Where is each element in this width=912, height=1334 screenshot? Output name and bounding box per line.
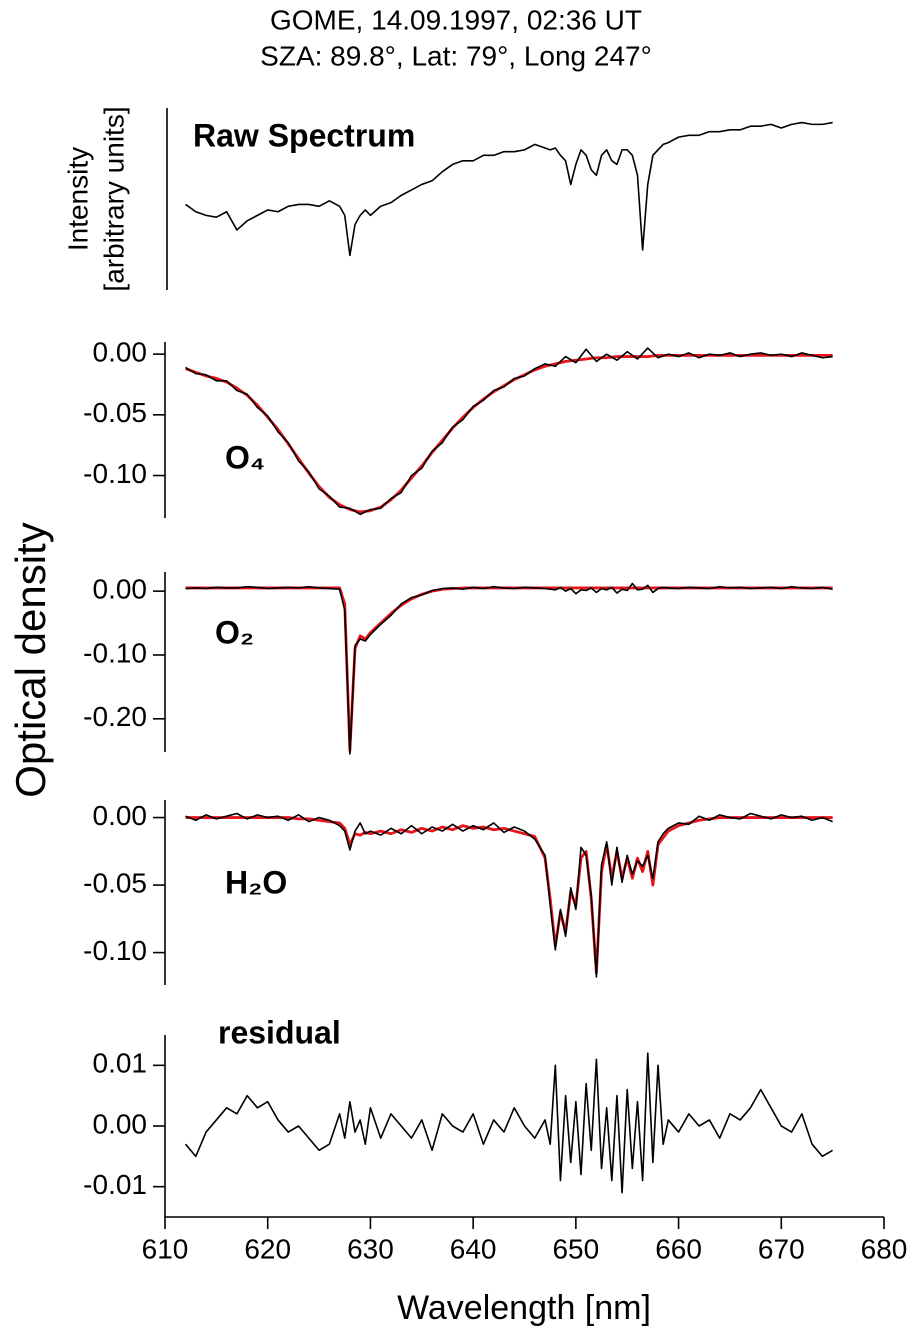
- y-tick-label: -0.05: [83, 867, 147, 898]
- x-tick-label: 660: [655, 1233, 702, 1264]
- y-tick-label: 0.00: [93, 574, 148, 605]
- y-tick-label: -0.05: [83, 397, 147, 428]
- panel-y-label: Intensity: [62, 147, 93, 251]
- data-line: [185, 812, 833, 978]
- data-line: [185, 582, 833, 755]
- x-axis-label: Wavelength [nm]: [397, 1289, 651, 1327]
- x-tick-label: 650: [552, 1233, 599, 1264]
- panel-annotation: residual: [218, 1014, 341, 1050]
- data-line: [185, 347, 833, 516]
- data-line: [185, 586, 833, 753]
- y-tick-label: -0.10: [83, 935, 147, 966]
- x-tick-label: 670: [758, 1233, 805, 1264]
- y-tick-label: -0.20: [83, 701, 147, 732]
- y-tick-label: 0.00: [93, 337, 148, 368]
- panel-annotation: O₄: [225, 439, 265, 475]
- y-tick-label: 0.00: [93, 1108, 148, 1139]
- chart-subtitle: SZA: 89.8°, Lat: 79°, Long 247°: [260, 40, 652, 71]
- y-tick-label: -0.10: [83, 637, 147, 668]
- x-tick-label: 630: [347, 1233, 394, 1264]
- x-tick-label: 620: [244, 1233, 291, 1264]
- panel-annotation: H₂O: [225, 864, 287, 900]
- panel-annotation: Raw Spectrum: [193, 117, 415, 153]
- y-tick-label: -0.01: [83, 1169, 147, 1200]
- x-tick-label: 640: [450, 1233, 497, 1264]
- y-axis-label: Optical density: [7, 522, 54, 797]
- y-tick-label: 0.01: [93, 1048, 148, 1079]
- panel-annotation: O₂: [215, 614, 254, 650]
- y-tick-label: 0.00: [93, 800, 148, 831]
- data-line: [185, 353, 833, 514]
- chart-title: GOME, 14.09.1997, 02:36 UT: [270, 4, 642, 35]
- panel-y-label: [arbitrary units]: [98, 106, 129, 291]
- data-line: [185, 121, 833, 257]
- data-line: [184, 1052, 834, 1194]
- x-tick-label: 610: [142, 1233, 189, 1264]
- x-tick-label: 680: [861, 1233, 908, 1264]
- y-tick-label: -0.10: [83, 458, 147, 489]
